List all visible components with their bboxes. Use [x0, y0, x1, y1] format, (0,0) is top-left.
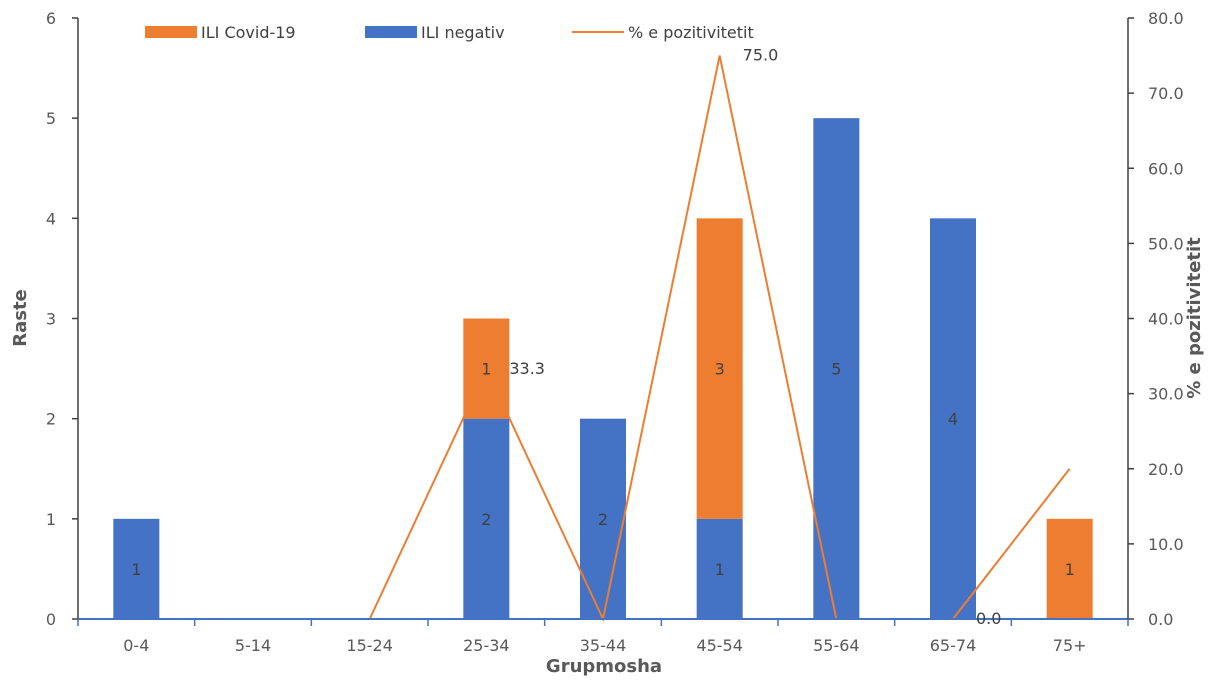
- bar-ili-covid-19-75+: [1046, 518, 1093, 619]
- y-tick-label: 2: [46, 410, 56, 429]
- y2-tick-label: 50.0: [1148, 234, 1184, 253]
- legend: ILI Covid-19 ILI negativ % e pozitivitetit: [145, 23, 754, 42]
- bar-value-label: 1: [131, 560, 141, 579]
- bar-ili-negativ-0-4: [113, 518, 160, 619]
- x-tick-label: 0-4: [123, 636, 149, 655]
- bar-ili-covid-19-45-54: [696, 218, 743, 519]
- bar-ili-negativ-65-74: [930, 218, 976, 620]
- y-tick-label: 0: [46, 610, 56, 629]
- x-axis-title: Grupmosha: [546, 656, 662, 677]
- y-tick-label: 5: [46, 109, 56, 128]
- bar-ili-negativ-25-34: [463, 418, 510, 619]
- labels-layer: 1 2 1 2 1 3 5 4 1 33.3 75.0 0.0: [131, 46, 1075, 628]
- bar-value-label: 1: [715, 560, 725, 579]
- x-tick-label: 55-64: [813, 636, 860, 655]
- y2-tick-label: 20.0: [1148, 460, 1184, 479]
- x-tick-label: 75+: [1053, 636, 1087, 655]
- x-tick-label: 15-24: [346, 636, 393, 655]
- bar-value-label: 2: [481, 510, 491, 529]
- x-tick-label: 5-14: [235, 636, 271, 655]
- bar-value-label: 3: [715, 360, 725, 379]
- legend-label: % e pozitivitetit: [628, 23, 754, 42]
- legend-label: ILI negativ: [421, 23, 505, 42]
- y2-tick-label: 0.0: [1148, 610, 1173, 629]
- y2-tick-label: 10.0: [1148, 535, 1184, 554]
- x-tick-label: 65-74: [930, 636, 977, 655]
- y2-tick-label: 30.0: [1148, 385, 1184, 404]
- line-value-label: 75.0: [743, 46, 779, 65]
- legend-swatch: [365, 26, 417, 38]
- x-tick-label: 35-44: [580, 636, 627, 655]
- y-tick-label: 6: [46, 9, 56, 28]
- legend-label: ILI Covid-19: [201, 23, 296, 42]
- x-tick-label: 45-54: [696, 636, 743, 655]
- y-tick-label: 1: [46, 510, 56, 529]
- y2-tick-label: 70.0: [1148, 84, 1184, 103]
- axes-layer: 01234560.010.020.030.040.050.060.070.080…: [46, 9, 1184, 655]
- line-value-label: 0.0: [976, 609, 1001, 628]
- y2-tick-label: 80.0: [1148, 9, 1184, 28]
- y2-tick-label: 60.0: [1148, 159, 1184, 178]
- y-tick-label: 4: [46, 209, 56, 228]
- legend-swatch: [145, 26, 197, 38]
- bar-value-label: 1: [481, 360, 491, 379]
- bar-value-label: 2: [598, 510, 608, 529]
- bar-value-label: 1: [1065, 560, 1075, 579]
- y2-axis-title: % e pozitivitetit: [1184, 237, 1205, 399]
- bar-value-label: 5: [831, 360, 841, 379]
- bars-layer: [113, 118, 1093, 620]
- line-value-label: 33.3: [509, 359, 545, 378]
- y2-tick-label: 40.0: [1148, 310, 1184, 329]
- y-axis-title: Raste: [10, 289, 31, 347]
- bar-ili-negativ-45-54: [696, 518, 743, 619]
- bar-ili-negativ-55-64: [813, 118, 860, 620]
- x-tick-label: 25-34: [463, 636, 510, 655]
- bar-value-label: 4: [948, 410, 958, 429]
- y-tick-label: 3: [46, 310, 56, 329]
